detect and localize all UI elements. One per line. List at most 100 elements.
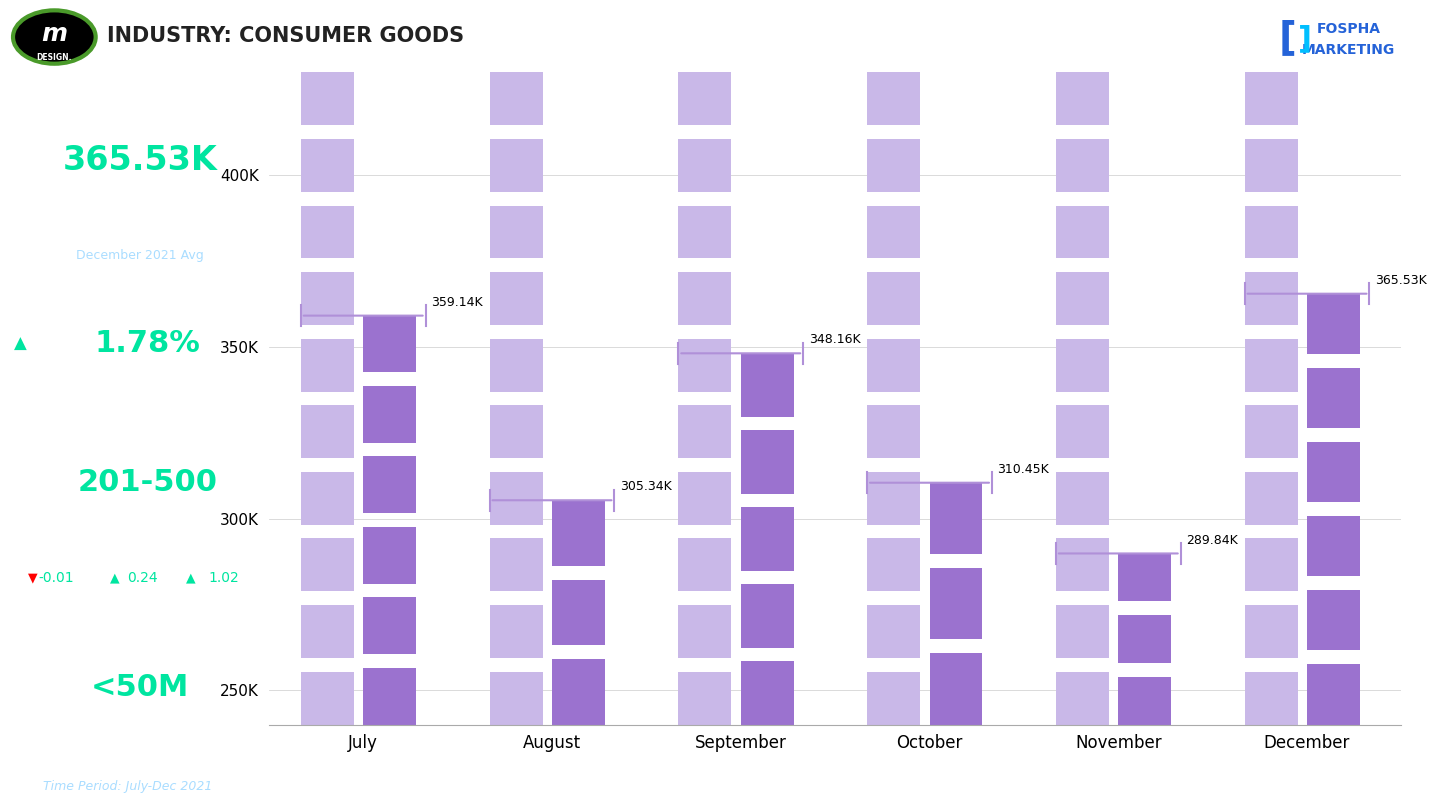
Bar — [930, 653, 982, 724]
Bar — [552, 659, 605, 724]
Bar — [300, 339, 353, 391]
Text: 🔍: 🔍 — [24, 151, 36, 170]
Bar — [489, 339, 542, 391]
Bar — [363, 597, 416, 654]
Text: 365.53K: 365.53K — [63, 144, 217, 177]
Bar — [300, 605, 353, 658]
Bar — [300, 139, 353, 192]
Bar — [1307, 516, 1360, 576]
Text: ▲: ▲ — [186, 572, 196, 584]
Bar — [741, 661, 794, 724]
Text: ▲: ▲ — [14, 335, 27, 353]
Bar — [867, 72, 919, 126]
Bar — [741, 584, 794, 647]
Text: Traffic Growth Rate: Traffic Growth Rate — [56, 387, 223, 402]
Bar — [1118, 615, 1171, 663]
Bar — [489, 539, 542, 592]
Text: Daily Website Traffic: Daily Website Traffic — [51, 212, 229, 226]
Bar — [678, 472, 731, 525]
Bar — [1055, 406, 1108, 458]
Bar — [1244, 605, 1297, 658]
Bar — [867, 205, 919, 258]
Bar — [1055, 139, 1108, 192]
Bar — [1055, 339, 1108, 391]
Bar — [1244, 539, 1297, 592]
Text: 201-500: 201-500 — [77, 469, 217, 497]
Bar — [1055, 72, 1108, 126]
Bar — [363, 527, 416, 584]
Text: Revenue: Revenue — [103, 724, 177, 739]
Bar — [363, 456, 416, 514]
Text: DESIGN.: DESIGN. — [37, 52, 72, 62]
Text: 0.24: 0.24 — [127, 571, 157, 585]
Bar — [678, 605, 731, 658]
Bar — [1055, 272, 1108, 325]
Bar — [741, 507, 794, 571]
Bar — [1055, 539, 1108, 592]
Bar — [930, 568, 982, 639]
Bar — [1244, 205, 1297, 258]
Bar — [1055, 605, 1108, 658]
Text: 310.45K: 310.45K — [998, 463, 1050, 476]
Bar — [678, 272, 731, 325]
Bar — [1244, 671, 1297, 724]
Bar — [300, 472, 353, 525]
Text: 💲: 💲 — [20, 679, 31, 697]
Bar — [552, 500, 605, 566]
Bar — [363, 668, 416, 724]
Bar — [867, 406, 919, 458]
Text: [: [ — [1278, 19, 1297, 57]
Text: Time Period: July-Dec 2021: Time Period: July-Dec 2021 — [43, 780, 212, 793]
Text: 1.02: 1.02 — [209, 571, 239, 585]
Bar — [1307, 294, 1360, 354]
Bar — [1118, 677, 1171, 724]
Text: 359.14K: 359.14K — [432, 295, 483, 309]
Bar — [867, 339, 919, 391]
Bar — [678, 205, 731, 258]
Text: ]: ] — [1297, 24, 1311, 53]
Bar — [1307, 368, 1360, 428]
Bar — [1055, 205, 1108, 258]
Bar — [300, 205, 353, 258]
Bar — [678, 539, 731, 592]
Text: MARKETING: MARKETING — [1303, 43, 1396, 56]
Bar — [489, 671, 542, 724]
Text: FOSPHA: FOSPHA — [1317, 23, 1381, 36]
Text: INDUSTRY: CONSUMER GOODS: INDUSTRY: CONSUMER GOODS — [107, 27, 465, 46]
Bar — [1244, 272, 1297, 325]
Bar — [489, 139, 542, 192]
Bar — [678, 72, 731, 126]
Bar — [678, 339, 731, 391]
Text: m: m — [41, 22, 67, 46]
Bar — [552, 580, 605, 645]
Bar — [1244, 139, 1297, 192]
Bar — [1055, 671, 1108, 724]
Bar — [300, 272, 353, 325]
Bar — [300, 671, 353, 724]
Bar — [363, 316, 416, 373]
Bar — [678, 139, 731, 192]
Bar — [867, 671, 919, 724]
Bar — [300, 406, 353, 458]
Bar — [1307, 664, 1360, 724]
Bar — [867, 605, 919, 658]
Bar — [741, 353, 794, 416]
Bar — [867, 272, 919, 325]
Bar — [489, 72, 542, 126]
Text: <50M: <50M — [92, 673, 189, 702]
Text: ▼: ▼ — [29, 572, 39, 584]
Bar — [1055, 472, 1108, 525]
Text: -0.01: -0.01 — [39, 571, 74, 585]
Bar — [1307, 590, 1360, 650]
Text: 6m Growth: 6m Growth — [17, 609, 74, 620]
Text: 👤: 👤 — [20, 473, 31, 492]
Bar — [930, 483, 982, 554]
Text: 348.16K: 348.16K — [809, 333, 861, 346]
Text: Company Size: Company Size — [80, 526, 200, 542]
Bar — [489, 205, 542, 258]
Bar — [1244, 72, 1297, 126]
Bar — [1307, 442, 1360, 502]
Bar — [363, 386, 416, 443]
Bar — [678, 671, 731, 724]
Text: 2y Growth: 2y Growth — [187, 609, 240, 620]
